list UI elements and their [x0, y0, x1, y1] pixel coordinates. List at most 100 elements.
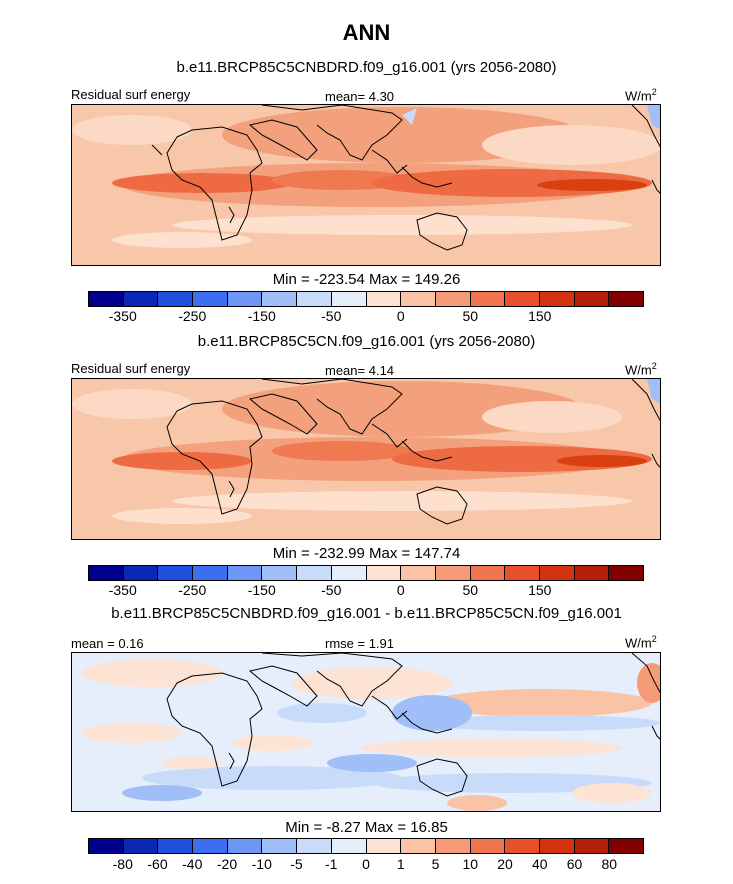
panel-2-mean-label: mean= 4.14	[325, 363, 395, 378]
colorbar-swatch	[123, 839, 159, 853]
colorbar-tick-label: 60	[566, 856, 583, 872]
panel-2-min-max: Min = -232.99 Max = 147.74	[272, 545, 461, 562]
colorbar-tick-label: -10	[251, 856, 272, 872]
panel-3-mean-label: mean = 0.16	[71, 636, 144, 651]
colorbar-tick-label: -50	[321, 308, 342, 324]
colorbar-tick-label: 150	[528, 582, 552, 598]
colorbar-swatch	[609, 292, 643, 306]
colorbar-tick-label: 0	[362, 856, 370, 872]
colorbar-tick-label: 20	[497, 856, 513, 872]
colorbar-swatch	[262, 839, 298, 853]
colorbar-swatch	[227, 839, 263, 853]
panel-1-map	[71, 104, 661, 266]
panel-2-colorbar-ticks: -350 -250 -150 -50 0 50 150	[88, 582, 644, 598]
colorbar-tick-label: -5	[290, 856, 303, 872]
colorbar-tick-label: -40	[182, 856, 203, 872]
panel-2-map	[71, 378, 661, 540]
colorbar-tick-label: 80	[601, 856, 618, 872]
colorbar-swatch	[123, 292, 159, 306]
colorbar-swatch	[539, 566, 575, 580]
colorbar-swatch	[539, 839, 575, 853]
colorbar-swatch	[262, 292, 298, 306]
colorbar-tick-label: -350	[108, 582, 137, 598]
panel-2-colorbar	[88, 565, 644, 581]
panel-1-variable-label: Residual surf energy	[71, 87, 191, 102]
panel-1-colorbar	[88, 291, 644, 307]
colorbar-swatch	[89, 566, 124, 580]
colorbar-tick-label: 40	[531, 856, 548, 872]
panel-3-rmse-label: rmse = 1.91	[325, 636, 395, 651]
colorbar-swatch	[193, 566, 228, 580]
colorbar-tick-label: 10	[462, 856, 479, 872]
colorbar-swatch	[227, 292, 263, 306]
colorbar-tick-label: 0	[396, 582, 405, 598]
colorbar-tick-label: 0	[396, 308, 405, 324]
colorbar-swatch	[470, 839, 506, 853]
colorbar-swatch	[574, 566, 610, 580]
colorbar-swatch	[366, 566, 402, 580]
panel-1-map-field	[72, 105, 660, 265]
colorbar-swatch	[574, 292, 610, 306]
panel-1-units-label: W/m2	[625, 87, 657, 104]
colorbar-swatch	[193, 839, 228, 853]
colorbar-swatch	[193, 292, 228, 306]
panel-2-title: b.e11.BRCP85C5CN.f09_g16.001 (yrs 2056-2…	[197, 333, 536, 350]
figure-title: ANN	[342, 20, 391, 45]
colorbar-tick-label: -80	[112, 856, 133, 872]
panel-2-map-field	[72, 379, 660, 539]
panel-2-units-label: W/m2	[625, 361, 657, 378]
colorbar-tick-label: -20	[216, 856, 238, 872]
colorbar-tick-label: -250	[178, 308, 207, 324]
colorbar-swatch	[158, 839, 194, 853]
panel-2-variable-label: Residual surf energy	[71, 361, 191, 376]
colorbar-swatch	[331, 839, 367, 853]
colorbar-swatch	[89, 839, 124, 853]
colorbar-swatch	[331, 292, 367, 306]
panel-3-map	[71, 652, 661, 812]
panel-3-units-label: W/m2	[625, 634, 657, 651]
colorbar-swatch	[505, 566, 540, 580]
colorbar-swatch	[609, 839, 643, 853]
colorbar-swatch	[297, 839, 332, 853]
colorbar-swatch	[123, 566, 159, 580]
colorbar-tick-label: -1	[325, 856, 338, 872]
panel-3-colorbar	[88, 838, 644, 854]
colorbar-swatch	[505, 292, 540, 306]
colorbar-swatch	[435, 566, 471, 580]
colorbar-tick-label: 50	[462, 308, 479, 324]
colorbar-swatch	[574, 839, 610, 853]
panel-1-min-max: Min = -223.54 Max = 149.26	[272, 271, 461, 288]
panel-3-colorbar-ticks: -80 -60 -40 -20 -10 -5 -1 0 1 5 10 20 40 60 80	[88, 856, 644, 872]
colorbar-swatch	[297, 292, 332, 306]
panel-1-mean-label: mean= 4.30	[325, 89, 395, 104]
panel-1-title: b.e11.BRCP85C5CNBDRD.f09_g16.001 (yrs 20…	[176, 59, 557, 76]
colorbar-swatch	[158, 566, 194, 580]
colorbar-swatch	[262, 566, 298, 580]
colorbar-swatch	[297, 566, 332, 580]
colorbar-swatch	[401, 566, 436, 580]
colorbar-swatch	[539, 292, 575, 306]
colorbar-tick-label: 50	[462, 582, 479, 598]
colorbar-tick-label: -50	[321, 582, 342, 598]
colorbar-tick-label: -150	[247, 582, 276, 598]
colorbar-swatch	[470, 292, 506, 306]
panel-3-min-max: Min = -8.27 Max = 16.85	[285, 819, 448, 836]
colorbar-swatch	[158, 292, 194, 306]
colorbar-swatch	[435, 839, 471, 853]
colorbar-tick-label: 1	[396, 856, 405, 872]
colorbar-tick-label: -250	[178, 582, 207, 598]
panel-1-colorbar-ticks: -350 -250 -150 -50 0 50 150	[88, 308, 644, 324]
colorbar-tick-label: -350	[108, 308, 137, 324]
colorbar-swatch	[366, 839, 402, 853]
colorbar-swatch	[331, 566, 367, 580]
colorbar-swatch	[89, 292, 124, 306]
colorbar-swatch	[366, 292, 402, 306]
colorbar-swatch	[435, 292, 471, 306]
panel-3-map-field	[72, 653, 660, 811]
colorbar-swatch	[227, 566, 263, 580]
colorbar-swatch	[505, 839, 540, 853]
colorbar-tick-label: 150	[528, 308, 552, 324]
colorbar-swatch	[401, 839, 436, 853]
colorbar-swatch	[401, 292, 436, 306]
colorbar-tick-label: 5	[431, 856, 440, 872]
